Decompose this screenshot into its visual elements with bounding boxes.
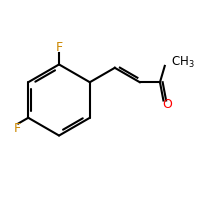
Text: O: O xyxy=(163,98,173,111)
Text: F: F xyxy=(14,122,21,135)
Text: CH$_3$: CH$_3$ xyxy=(171,55,195,70)
Text: F: F xyxy=(55,41,63,54)
